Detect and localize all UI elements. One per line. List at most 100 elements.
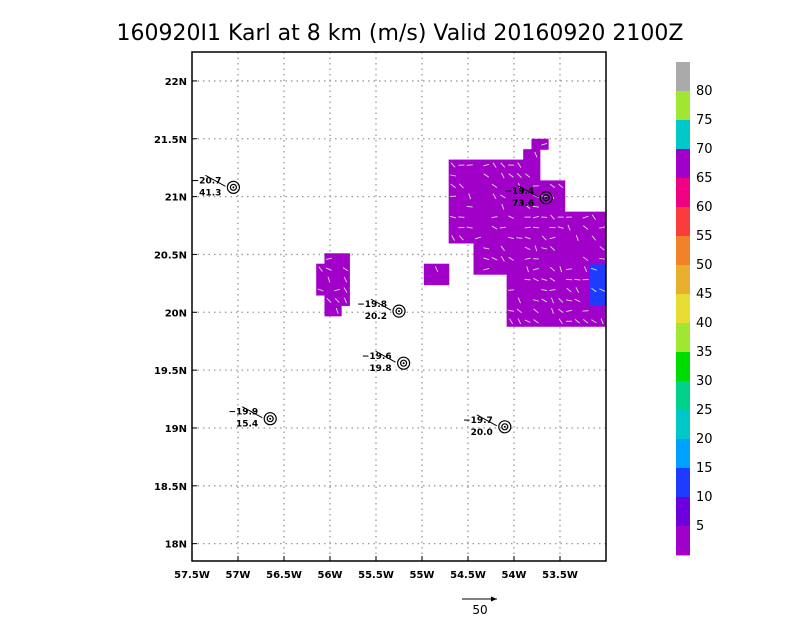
y-axis-ticks: 18N18.5N19N19.5N20N20.5N21N21.5N22N [154, 77, 197, 551]
wind-speed-cell [424, 274, 433, 285]
x-tick-label: 56W [318, 570, 343, 581]
wind-speed-cell [515, 253, 524, 264]
wind-speed-cell [498, 264, 507, 275]
wind-speed-cell [573, 222, 582, 233]
y-tick-label: 21.5N [154, 135, 187, 146]
fix-dot [545, 197, 547, 199]
wind-speed-cell [457, 191, 466, 202]
colorbar-label: 55 [696, 229, 713, 244]
y-tick-label: 19.5N [154, 366, 187, 377]
x-tick-label: 57W [226, 570, 251, 581]
wind-speed-cell [449, 201, 458, 212]
fix-wind-label: 19.8 [369, 364, 391, 374]
fix-dot [398, 310, 400, 312]
wind-speed-cell [556, 232, 565, 243]
wind-speed-cell [531, 139, 540, 150]
wind-speed-cell [548, 253, 557, 264]
wind-speed-cell [424, 264, 433, 275]
wind-speed-cell [474, 201, 483, 212]
wind-speed-cell [540, 253, 549, 264]
wind-speed-cell [556, 191, 565, 202]
wind-speed-cell [581, 232, 590, 243]
wind-speed-cell [589, 305, 598, 316]
wind-speed-cell [324, 285, 333, 296]
wind-speed-cell [556, 243, 565, 254]
wind-speed-cell [432, 274, 441, 285]
fix-marker: −19.820.2 [357, 299, 405, 322]
wind-speed-cell [490, 170, 499, 181]
wind-speed-cell [482, 201, 491, 212]
colorbar-label: 10 [696, 490, 713, 505]
wind-speed-cell [523, 285, 532, 296]
wind-speed-cell [589, 295, 598, 306]
wind-speed-cell [581, 285, 590, 296]
wind-speed-cell [523, 305, 532, 316]
wind-speed-cell [498, 212, 507, 223]
colorbar-segment [676, 91, 690, 120]
wind-speed-cell [474, 160, 483, 171]
x-tick-label: 54.5W [450, 570, 486, 581]
colorbar-segment [676, 207, 690, 236]
y-tick-label: 19N [165, 424, 187, 435]
wind-speed-cell [474, 243, 483, 254]
colorbar-segment [676, 381, 690, 410]
x-tick-label: 56.5W [266, 570, 302, 581]
reference-vector-head [491, 597, 497, 602]
colorbar-label: 20 [696, 432, 713, 447]
colorbar-label: 30 [696, 374, 713, 389]
x-tick-label: 57.5W [174, 570, 210, 581]
wind-speed-cell [531, 160, 540, 171]
wind-speed-cell [515, 274, 524, 285]
wind-speed-cell [465, 170, 474, 181]
wind-speed-cell [498, 232, 507, 243]
fix-wind-label: 73.6 [512, 199, 534, 209]
wind-speed-cell [565, 243, 574, 254]
colorbar-label: 65 [696, 171, 713, 186]
colorbar-segment [676, 439, 690, 468]
wind-speed-cell [556, 253, 565, 264]
wind-vector [467, 206, 473, 207]
wind-speed-cell [515, 222, 524, 233]
colorbar-label: 45 [696, 287, 713, 302]
wind-speed-cell [515, 212, 524, 223]
wind-speed-cell [507, 274, 516, 285]
wind-speed-cell [440, 274, 449, 285]
wind-speed-cell [474, 253, 483, 264]
wind-speed-cell [490, 243, 499, 254]
colorbar-segment [676, 323, 690, 352]
colorbar-label: 25 [696, 403, 713, 418]
wind-speed-cell [556, 201, 565, 212]
wind-vector [574, 279, 580, 280]
wind-speed-cell [482, 222, 491, 233]
wind-speed-cell [474, 212, 483, 223]
wind-vector [533, 227, 539, 228]
wind-speed-cell [507, 264, 516, 275]
colorbar-label: 35 [696, 345, 713, 360]
colorbar-segment [676, 120, 690, 149]
x-axis-ticks: 57.5W 57W 56.5W 56W 55.5W 55W 54.5W 54W 53.5W [174, 556, 578, 581]
wind-speed-cell [523, 295, 532, 306]
colorbar-segment [676, 178, 690, 207]
wind-speed-cell [581, 243, 590, 254]
wind-vector [525, 279, 531, 280]
colorbar-label: 15 [696, 461, 713, 476]
colorbar-segment [676, 468, 690, 497]
colorbar-label: 75 [696, 113, 713, 128]
x-tick-label: 53.5W [542, 570, 578, 581]
wind-speed-cell [581, 295, 590, 306]
wind-speed-cell [540, 180, 549, 191]
wind-speed-cell [457, 201, 466, 212]
chart-title: 160920I1 Karl at 8 km (m/s) Valid 201609… [117, 21, 684, 46]
wind-speed-cell [324, 305, 333, 316]
wind-speed-cell [449, 222, 458, 233]
wind-speed-cell [556, 285, 565, 296]
fix-dot [232, 186, 234, 188]
wind-speed-cell [531, 232, 540, 243]
colorbar-segment [676, 149, 690, 178]
wind-speed-cell [589, 253, 598, 264]
wind-speed-cell [482, 212, 491, 223]
wind-speed-cell [523, 160, 532, 171]
wind-speed-cell [465, 212, 474, 223]
y-tick-label: 20N [165, 308, 187, 319]
